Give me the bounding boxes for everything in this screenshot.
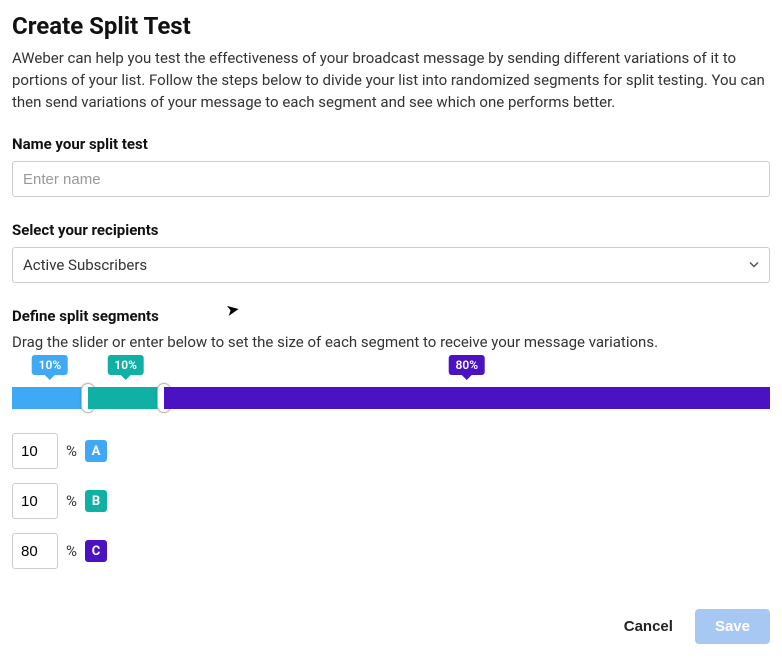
split-slider[interactable]: 10%10%80% [12,387,770,409]
percent-sign: % [66,542,77,560]
recipients-selected-value: Active Subscribers [23,256,147,274]
percent-sign: % [66,492,77,510]
segment-percent-input-a[interactable] [12,433,58,469]
segment-badge-a: A [85,440,107,462]
recipients-field-label: Select your recipients [12,221,770,239]
segment-badge-c: C [85,540,107,562]
name-input[interactable] [12,161,770,197]
segment-row-b: %B [12,483,770,519]
name-field-label: Name your split test [12,135,770,153]
segment-row-c: %C [12,533,770,569]
cancel-button[interactable]: Cancel [620,612,677,641]
percent-sign: % [66,442,77,460]
segments-label: Define split segments [12,307,770,325]
segment-row-a: %A [12,433,770,469]
slider-tooltip-b: 10% [107,355,144,375]
page-title: Create Split Test [12,12,770,40]
slider-segment-c [164,387,770,409]
slider-tooltip-a: 10% [32,355,69,375]
recipients-select[interactable]: Active Subscribers [12,247,770,283]
slider-segment-b [88,387,164,409]
segment-percent-input-b[interactable] [12,483,58,519]
segments-help-text: Drag the slider or enter below to set th… [12,333,770,351]
slider-tooltip-c: 80% [449,355,486,375]
page-description: AWeber can help you test the effectivene… [12,48,770,113]
slider-segment-a [12,387,88,409]
save-button[interactable]: Save [695,609,770,644]
segment-percent-input-c[interactable] [12,533,58,569]
segment-badge-b: B [85,490,107,512]
